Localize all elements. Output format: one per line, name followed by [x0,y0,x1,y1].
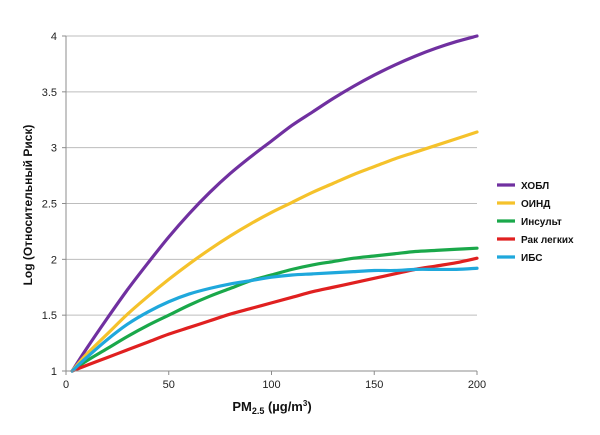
x-tick-label: 100 [262,379,280,391]
y-tick-label: 2 [51,254,57,266]
series-line-3 [70,246,479,373]
legend-label-3: Инсульт [521,217,562,228]
legend-label-5: ИБС [521,253,542,264]
axes [62,35,478,375]
y-tick-label: 3 [51,143,57,155]
y-tick-label: 2.5 [42,199,57,211]
x-tick-label: 150 [365,379,383,391]
y-axis-title: Log (Относительный Риск) [21,125,35,286]
x-axis-title-sup: 3 [303,399,308,408]
x-tick-label: 200 [468,379,486,391]
legend-label-4: Рак легких [521,235,574,246]
y-tick-label: 1 [51,366,57,378]
series-line-5 [70,266,479,373]
x-axis-title-unit: (µg/m [264,399,303,414]
legend: ХОБЛ ОИНД Инсульт Рак легких ИБС [497,181,574,264]
legend-label-1: ХОБЛ [521,181,549,192]
gridlines [66,35,477,316]
y-tick-label: 4 [51,31,57,43]
series-lines [70,34,479,373]
x-axis-title-close: ) [307,399,311,414]
tick-labels: 1 1.5 2 2.5 3 3.5 4 0 50 100 150 200 [42,31,486,391]
y-tick-label: 1.5 [42,310,57,322]
x-tick-label: 50 [163,379,175,391]
series-line-1 [70,34,479,373]
x-axis-title-main: PM [232,399,252,414]
x-axis-title-sub: 2.5 [252,406,265,416]
y-tick-label: 3.5 [42,87,57,99]
x-tick-label: 0 [63,379,69,391]
x-axis-title: PM2.5 (µg/m3) [232,399,311,416]
series-line-2 [70,130,479,373]
legend-label-2: ОИНД [521,199,550,210]
